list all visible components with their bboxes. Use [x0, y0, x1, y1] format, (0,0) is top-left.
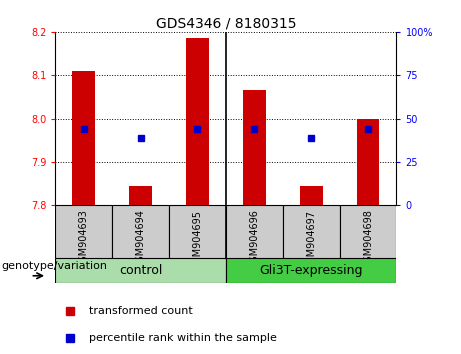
Text: control: control: [119, 264, 162, 277]
Bar: [226, 205, 283, 258]
Bar: [169, 205, 226, 258]
Bar: [129, 186, 152, 205]
Bar: [300, 186, 323, 205]
Bar: [243, 90, 266, 205]
Bar: [72, 71, 95, 205]
Text: GSM904695: GSM904695: [192, 210, 202, 269]
Text: transformed count: transformed count: [89, 306, 193, 316]
Title: GDS4346 / 8180315: GDS4346 / 8180315: [156, 17, 296, 31]
Text: GSM904697: GSM904697: [306, 210, 316, 269]
Text: percentile rank within the sample: percentile rank within the sample: [89, 333, 277, 343]
Bar: [55, 205, 112, 258]
Text: GSM904694: GSM904694: [136, 210, 146, 268]
Bar: [55, 258, 226, 283]
Bar: [112, 205, 169, 258]
Bar: [226, 258, 396, 283]
Bar: [283, 205, 340, 258]
Bar: [186, 38, 209, 205]
Text: GSM904696: GSM904696: [249, 210, 260, 268]
Text: Gli3T-expressing: Gli3T-expressing: [260, 264, 363, 277]
Text: GSM904698: GSM904698: [363, 210, 373, 268]
Bar: [340, 205, 396, 258]
Text: genotype/variation: genotype/variation: [1, 261, 107, 271]
Text: GSM904693: GSM904693: [79, 210, 89, 268]
Bar: [357, 119, 379, 205]
